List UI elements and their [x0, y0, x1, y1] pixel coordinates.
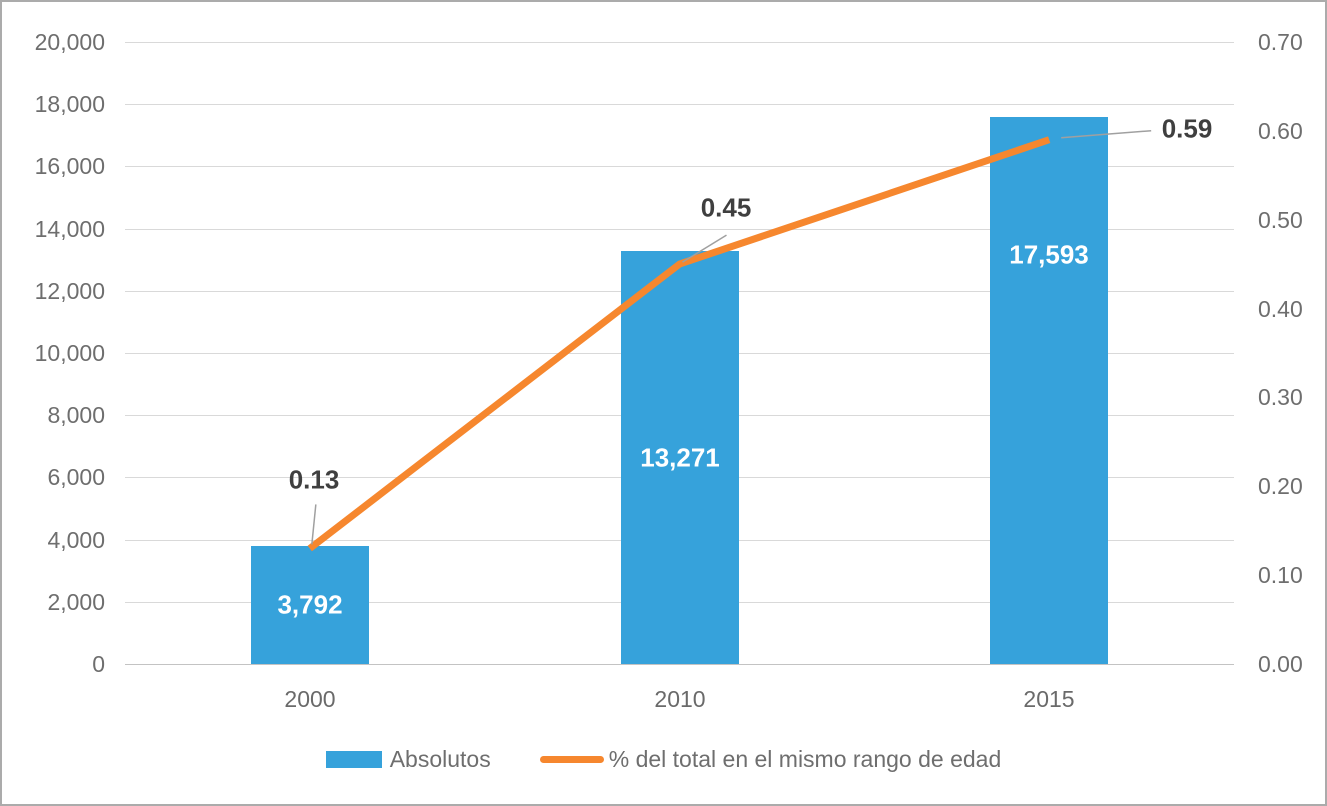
bar-value-label: 3,792 [277, 589, 343, 620]
right-axis-tick-label: 0.30 [1258, 384, 1303, 410]
right-axis-tick-label: 0.20 [1258, 473, 1303, 499]
line-series-swatch [539, 756, 604, 763]
legend-item-percent: % del total en el mismo rango de edad [539, 746, 1002, 773]
left-axis-tick-label: 6,000 [47, 464, 105, 490]
bar [990, 117, 1108, 664]
legend-label-percent: % del total en el mismo rango de edad [608, 746, 1002, 772]
x-axis-label: 2015 [1023, 686, 1075, 712]
left-axis-tick-label: 18,000 [34, 91, 105, 117]
right-axis-tick-label: 0.60 [1258, 118, 1303, 144]
gridline [125, 664, 1234, 665]
legend: Absolutos % del total en el mismo rango … [2, 746, 1325, 773]
legend-item-absolutos: Absolutos [325, 746, 491, 773]
line-value-label: 0.13 [288, 464, 340, 495]
right-axis-tick-label: 0.10 [1258, 562, 1303, 588]
left-axis-tick-label: 12,000 [34, 278, 105, 304]
line-value-label: 0.59 [1161, 113, 1213, 144]
bar-value-label: 13,271 [640, 442, 720, 473]
data-label-leader-line [311, 504, 317, 545]
left-axis-tick-label: 2,000 [47, 589, 105, 615]
bar-value-label: 17,593 [1009, 239, 1089, 270]
bar [251, 546, 369, 664]
bar-series-swatch [325, 751, 382, 768]
legend-label-absolutos: Absolutos [389, 746, 491, 772]
left-axis-tick-label: 8,000 [47, 402, 105, 428]
gridline [125, 42, 1234, 43]
right-axis-tick-label: 0.40 [1258, 296, 1303, 322]
left-axis-tick-label: 10,000 [34, 340, 105, 366]
gridline [125, 104, 1234, 105]
left-axis-tick-label: 0 [92, 651, 105, 677]
right-axis-tick-label: 0.50 [1258, 207, 1303, 233]
left-axis-tick-label: 14,000 [34, 216, 105, 242]
x-axis-label: 2000 [284, 686, 336, 712]
line-value-label: 0.45 [700, 192, 752, 223]
right-axis-tick-label: 0.00 [1258, 651, 1303, 677]
right-axis-tick-label: 0.70 [1258, 29, 1303, 55]
left-axis-tick-label: 16,000 [34, 153, 105, 179]
left-axis-tick-label: 20,000 [34, 29, 105, 55]
left-axis-tick-label: 4,000 [47, 527, 105, 553]
x-axis-label: 2010 [654, 686, 706, 712]
